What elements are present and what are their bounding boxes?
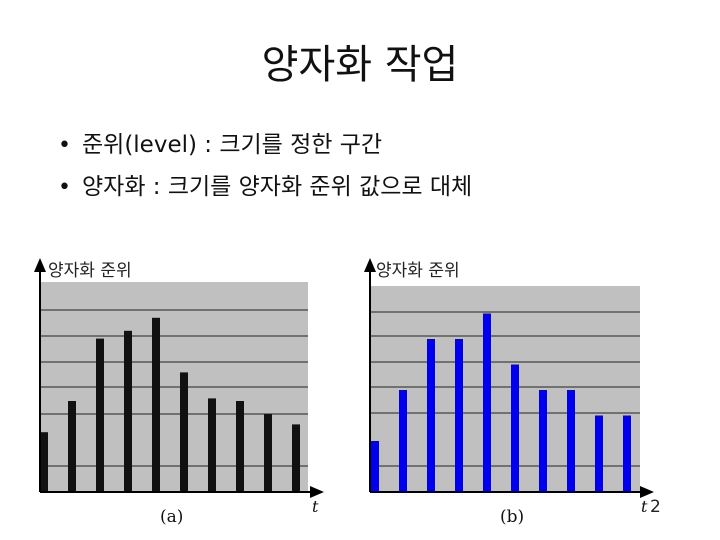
bars-a — [40, 317, 300, 492]
x-arrow-a — [310, 486, 324, 498]
caption-a: (a) — [160, 507, 183, 527]
sample-bar — [539, 390, 547, 492]
sample-bar — [399, 390, 407, 492]
sample-bar — [124, 330, 132, 492]
bars-b — [371, 313, 631, 492]
sample-bar — [68, 401, 76, 492]
x-arrow-b — [640, 486, 654, 498]
diagram-a: 양자화 준위 t (a) — [34, 258, 324, 527]
x-label-a: t — [312, 497, 319, 516]
sample-bar — [264, 414, 272, 492]
levels-a — [40, 309, 308, 467]
diagram-b: 양자화 준위 t 2 (b) — [364, 258, 661, 527]
bullet-dot: • — [58, 175, 71, 200]
page-title: 양자화 작업 — [261, 42, 459, 88]
y-arrow-b — [364, 258, 376, 272]
bullet-item-level: • 준위(level) : 크기를 정한 구간 — [58, 124, 472, 166]
sample-bar — [96, 338, 104, 492]
bullet-dot: • — [58, 133, 71, 158]
sample-bar — [40, 432, 48, 492]
sample-bar — [371, 441, 379, 492]
sample-bar — [511, 364, 519, 492]
sample-bar — [483, 313, 491, 492]
y-label-a: 양자화 준위 — [48, 261, 132, 281]
sample-bar — [623, 415, 631, 492]
sample-bar — [567, 390, 575, 492]
bullet-text: 양자화 : 크기를 양자화 준위 값으로 대체 — [82, 174, 473, 200]
y-arrow-a — [34, 258, 46, 272]
sample-bar — [180, 372, 188, 492]
sample-bar — [427, 339, 435, 492]
sample-bar — [152, 317, 160, 492]
sample-bar — [595, 415, 603, 492]
y-label-b: 양자화 준위 — [376, 261, 460, 281]
bullet-text: 준위(level) : 크기를 정한 구간 — [82, 132, 383, 158]
x-label-extra-b: 2 — [650, 497, 661, 517]
sample-bar — [455, 339, 463, 492]
bullet-item-quantization: • 양자화 : 크기를 양자화 준위 값으로 대체 — [58, 166, 472, 208]
caption-b: (b) — [500, 507, 524, 527]
x-label-b: t — [641, 497, 648, 516]
sample-bar — [292, 424, 300, 492]
sample-bar — [236, 401, 244, 492]
sample-bar — [208, 398, 216, 492]
bullet-list: • 준위(level) : 크기를 정한 구간 • 양자화 : 크기를 양자화 준위… — [58, 124, 472, 208]
levels-b — [370, 311, 640, 467]
